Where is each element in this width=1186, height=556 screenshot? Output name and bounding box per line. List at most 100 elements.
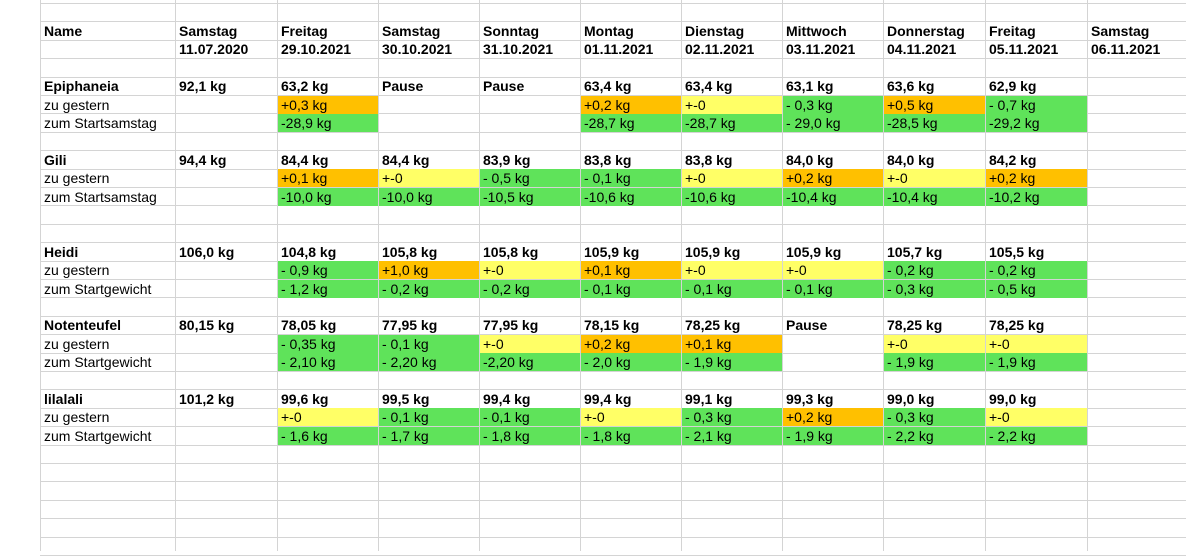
row-label-cell[interactable]: zu gestern [44,262,110,278]
total-change-cell[interactable]: - 0,1 kg [682,280,782,298]
weight-cell[interactable]: 99,0 kg [887,391,935,407]
weight-cell[interactable]: 84,0 kg [786,152,834,168]
row-label-cell[interactable]: zu gestern [44,97,110,113]
change-cell[interactable]: +0,1 kg [581,261,681,279]
total-change-cell[interactable]: - 0,1 kg [783,280,883,298]
weight-cell[interactable]: 99,0 kg [989,391,1037,407]
total-change-cell[interactable]: -2,20 kg [480,353,580,371]
row-label-cell[interactable]: zu gestern [44,336,110,352]
change-cell[interactable]: - 0,35 kg [278,335,378,353]
change-cell[interactable]: - 0,2 kg [884,261,985,279]
change-cell[interactable]: +-0 [783,261,883,279]
weight-cell[interactable]: 78,15 kg [584,317,640,333]
change-cell[interactable]: +-0 [278,408,378,426]
row-label-cell[interactable]: zum Startgewicht [44,281,152,297]
total-change-cell[interactable]: -10,0 kg [278,188,378,206]
change-cell[interactable]: - 0,1 kg [379,408,479,426]
total-change-cell[interactable]: - 1,6 kg [278,427,378,445]
change-cell[interactable]: - 0,7 kg [986,96,1087,114]
row-label-cell[interactable]: zum Startsamstag [44,189,157,205]
change-cell[interactable]: +-0 [480,335,580,353]
header-day-cell[interactable]: Samstag [1091,23,1150,39]
total-change-cell[interactable]: - 2,0 kg [581,353,681,371]
weight-cell[interactable]: 63,4 kg [685,78,733,94]
header-date-cell[interactable]: 03.11.2021 [786,41,856,57]
header-date-cell[interactable]: 11.07.2020 [179,41,249,57]
weight-cell[interactable]: 99,5 kg [382,391,430,407]
weight-cell[interactable]: 94,4 kg [179,152,227,168]
row-label-cell[interactable]: zum Startsamstag [44,115,157,131]
total-change-cell[interactable]: -28,7 kg [682,114,782,132]
change-cell[interactable]: +0,2 kg [783,169,883,187]
change-cell[interactable]: +0,2 kg [581,96,681,114]
weight-cell[interactable]: 78,25 kg [989,317,1045,333]
total-change-cell[interactable]: - 1,9 kg [986,353,1087,371]
change-cell[interactable]: +0,2 kg [581,335,681,353]
total-change-cell[interactable]: - 2,20 kg [379,353,479,371]
total-change-cell[interactable]: -28,9 kg [278,114,378,132]
total-change-cell[interactable]: - 2,2 kg [986,427,1087,445]
change-cell[interactable]: +-0 [884,169,985,187]
weight-cell[interactable]: 83,8 kg [685,152,733,168]
change-cell[interactable]: +0,3 kg [278,96,378,114]
weight-cell[interactable]: 77,95 kg [382,317,438,333]
weight-cell[interactable]: 106,0 kg [179,244,235,260]
weight-cell[interactable]: Pause [786,317,828,333]
weight-cell[interactable]: 62,9 kg [989,78,1037,94]
change-cell[interactable]: +1,0 kg [379,261,479,279]
total-change-cell[interactable]: -10,2 kg [986,188,1087,206]
total-change-cell[interactable]: - 0,1 kg [581,280,681,298]
weight-cell[interactable]: Pause [382,78,424,94]
change-cell[interactable]: - 0,1 kg [581,169,681,187]
header-day-cell[interactable]: Samstag [382,23,441,39]
row-label-cell[interactable]: zum Startgewicht [44,428,152,444]
weight-cell[interactable]: 99,3 kg [786,391,834,407]
weight-cell[interactable]: 83,9 kg [483,152,531,168]
total-change-cell[interactable]: -10,4 kg [783,188,883,206]
total-change-cell[interactable]: - 0,2 kg [480,280,580,298]
row-label-cell[interactable]: zu gestern [44,409,110,425]
change-cell[interactable]: - 0,1 kg [480,408,580,426]
total-change-cell[interactable]: - 0,5 kg [986,280,1087,298]
weight-cell[interactable]: 101,2 kg [179,391,235,407]
weight-cell[interactable]: 83,8 kg [584,152,632,168]
weight-cell[interactable]: 84,4 kg [382,152,430,168]
weight-cell[interactable]: 99,1 kg [685,391,733,407]
weight-cell[interactable]: 78,25 kg [685,317,741,333]
change-cell[interactable]: - 0,9 kg [278,261,378,279]
total-change-cell[interactable]: -10,6 kg [682,188,782,206]
change-cell[interactable]: +-0 [682,261,782,279]
total-change-cell[interactable]: - 2,2 kg [884,427,985,445]
header-date-cell[interactable]: 01.11.2021 [584,41,654,57]
person-name-cell[interactable]: lilalali [44,391,83,407]
header-day-cell[interactable]: Dienstag [685,23,745,39]
weight-cell[interactable]: Pause [483,78,525,94]
header-date-cell[interactable]: 06.11.2021 [1091,41,1161,57]
header-date-cell[interactable]: 04.11.2021 [887,41,957,57]
weight-cell[interactable]: 63,4 kg [584,78,632,94]
total-change-cell[interactable]: -28,7 kg [581,114,681,132]
weight-cell[interactable]: 105,5 kg [989,244,1045,260]
change-cell[interactable]: - 0,2 kg [986,261,1087,279]
total-change-cell[interactable]: -10,6 kg [581,188,681,206]
total-change-cell[interactable]: - 0,2 kg [379,280,479,298]
change-cell[interactable]: - 0,3 kg [884,408,985,426]
header-date-cell[interactable]: 31.10.2021 [483,41,554,57]
total-change-cell[interactable]: - 1,8 kg [581,427,681,445]
change-cell[interactable]: +-0 [480,261,580,279]
weight-cell[interactable]: 84,0 kg [887,152,935,168]
total-change-cell[interactable]: -28,5 kg [884,114,985,132]
header-day-cell[interactable]: Mittwoch [786,23,847,39]
change-cell[interactable]: - 0,5 kg [480,169,580,187]
weight-cell[interactable]: 105,9 kg [685,244,741,260]
header-day-cell[interactable]: Samstag [179,23,238,39]
change-cell[interactable]: +0,1 kg [682,335,782,353]
change-cell[interactable]: +-0 [682,96,782,114]
total-change-cell[interactable]: - 2,1 kg [682,427,782,445]
weight-cell[interactable]: 84,4 kg [281,152,329,168]
header-date-cell[interactable]: 02.11.2021 [685,41,755,57]
change-cell[interactable]: +0,2 kg [986,169,1087,187]
total-change-cell[interactable]: -10,4 kg [884,188,985,206]
weight-cell[interactable]: 105,9 kg [584,244,640,260]
weight-cell[interactable]: 105,9 kg [786,244,842,260]
